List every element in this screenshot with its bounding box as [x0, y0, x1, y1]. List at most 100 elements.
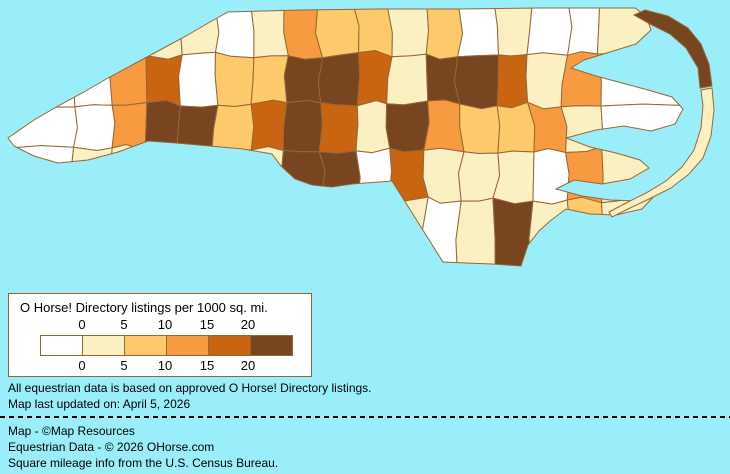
- county-shape[interactable]: [142, 198, 180, 273]
- county-shape[interactable]: [73, 104, 116, 151]
- county-shape[interactable]: [1, 200, 76, 272]
- legend-tick: 15: [199, 358, 215, 373]
- county-shape[interactable]: [249, 0, 289, 59]
- county-shape[interactable]: [496, 54, 529, 109]
- county-shape[interactable]: [567, 1, 601, 56]
- county-shape[interactable]: [214, 51, 255, 107]
- county-shape[interactable]: [70, 197, 112, 272]
- county-shape[interactable]: [143, 149, 180, 204]
- county-shape[interactable]: [496, 101, 536, 154]
- legend-tick: 15: [199, 317, 215, 332]
- county-shape[interactable]: [211, 149, 257, 204]
- county-shape[interactable]: [386, 53, 429, 106]
- county-shape[interactable]: [250, 146, 284, 202]
- county-shape[interactable]: [0, 102, 78, 149]
- legend-swatch: [82, 336, 124, 355]
- county-shape[interactable]: [175, 198, 218, 269]
- county-shape[interactable]: [145, 54, 183, 107]
- county-shape[interactable]: [320, 195, 359, 275]
- legend-tick: 5: [120, 317, 128, 332]
- county-shape[interactable]: [388, 147, 429, 202]
- county-shape[interactable]: [250, 99, 288, 151]
- county-shape[interactable]: [111, 2, 151, 59]
- county-shape[interactable]: [355, 100, 391, 154]
- county-shape[interactable]: [144, 99, 181, 154]
- county-shape[interactable]: [492, 150, 535, 205]
- legend-tick: 10: [157, 317, 173, 332]
- state-outline: [7, 7, 684, 267]
- legend-tick: 20: [240, 358, 256, 373]
- legend-tick: 0: [78, 317, 86, 332]
- county-shape[interactable]: [245, 200, 283, 275]
- county-shape[interactable]: [455, 197, 496, 276]
- legend-tick: 10: [157, 358, 173, 373]
- county-shape[interactable]: [385, 100, 430, 153]
- legend-tick: 20: [240, 317, 256, 332]
- county-shape[interactable]: [459, 103, 501, 154]
- county-shape[interactable]: [385, 196, 429, 274]
- county-shape[interactable]: [526, 4, 573, 56]
- county-shape[interactable]: [282, 100, 323, 153]
- county-shape[interactable]: [283, 55, 324, 104]
- county-shape[interactable]: [211, 103, 255, 153]
- legend-swatch: [124, 336, 166, 355]
- county-shape[interactable]: [565, 146, 604, 204]
- county-shape[interactable]: [109, 53, 148, 106]
- county-shape[interactable]: [492, 197, 534, 276]
- county-shape[interactable]: [0, 145, 76, 203]
- last-updated-note: Map last updated on: April 5, 2026: [8, 397, 191, 411]
- outer-banks-south-county[interactable]: [608, 87, 715, 218]
- equestrian-data-credit: Equestrian Data - © 2026 OHorse.com: [8, 440, 215, 454]
- county-shape[interactable]: [457, 4, 499, 58]
- county-shape[interactable]: [178, 51, 219, 108]
- county-shape[interactable]: [280, 150, 326, 202]
- county-shape[interactable]: [458, 151, 501, 202]
- county-shape[interactable]: [250, 55, 289, 105]
- county-shape[interactable]: [106, 199, 147, 273]
- legend-swatch: [41, 336, 82, 355]
- county-shape[interactable]: [1, 49, 76, 109]
- nc-county-choropleth-map[interactable]: [0, 0, 730, 300]
- county-shape[interactable]: [173, 147, 219, 204]
- county-shape[interactable]: [355, 147, 393, 204]
- county-shape[interactable]: [0, 1, 75, 56]
- legend-ticks-top: 0 5 10 15 20: [9, 317, 311, 332]
- county-shape[interactable]: [425, 3, 464, 60]
- county-shape[interactable]: [353, 198, 390, 271]
- county-shape[interactable]: [423, 99, 465, 153]
- county-shape[interactable]: [71, 1, 114, 55]
- legend-ticks-bottom: 0 5 10 15 20: [9, 358, 311, 373]
- county-shape[interactable]: [454, 54, 499, 110]
- county-shape[interactable]: [71, 52, 113, 108]
- legend-color-bar: [40, 335, 293, 356]
- county-shape[interactable]: [317, 52, 361, 107]
- county-shape[interactable]: [560, 105, 604, 153]
- county-shape[interactable]: [318, 102, 359, 154]
- county-grid[interactable]: [0, 0, 691, 275]
- legend-title: O Horse! Directory listings per 1000 sq.…: [20, 300, 268, 315]
- county-shape[interactable]: [422, 147, 465, 204]
- county-shape[interactable]: [211, 201, 255, 274]
- census-credit: Square mileage info from the U.S. Census…: [8, 456, 279, 470]
- county-shape[interactable]: [532, 148, 570, 205]
- legend-swatch: [208, 336, 250, 355]
- legend-tick: 0: [78, 358, 86, 373]
- county-shape[interactable]: [318, 150, 361, 204]
- legend-swatch: [166, 336, 208, 355]
- county-shape[interactable]: [600, 103, 685, 150]
- map-credit: Map - ©Map Resources: [8, 424, 135, 438]
- county-shape[interactable]: [214, 1, 255, 59]
- county-shape[interactable]: [560, 51, 602, 108]
- county-shape[interactable]: [598, 196, 692, 268]
- dashed-separator: [0, 416, 730, 418]
- outer-banks-north-county[interactable]: [632, 9, 713, 89]
- county-shape[interactable]: [145, 2, 184, 60]
- legend-swatch: [250, 336, 292, 355]
- county-shape[interactable]: [566, 196, 604, 273]
- legend-tick: 5: [120, 358, 128, 373]
- data-source-note: All equestrian data is based on approved…: [8, 381, 372, 395]
- county-shape[interactable]: [493, 1, 533, 57]
- county-shape[interactable]: [278, 195, 324, 275]
- legend-box: O Horse! Directory listings per 1000 sq.…: [8, 293, 312, 377]
